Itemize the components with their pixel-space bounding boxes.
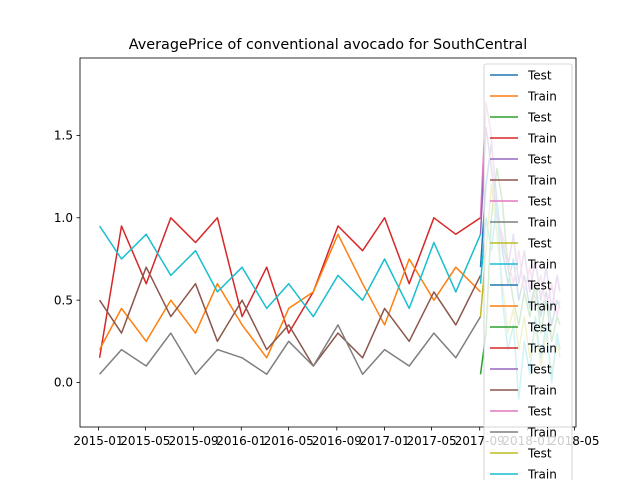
legend-label: Train	[527, 468, 557, 480]
x-tick-label: 2015-09	[168, 434, 218, 448]
x-tick-label: 2016-05	[264, 434, 314, 448]
x-tick-label: 2015-01	[73, 434, 123, 448]
y-tick-label: 0.5	[54, 293, 73, 307]
legend-label: Train	[527, 384, 557, 398]
legend-label: Train	[527, 258, 557, 272]
series-line-4	[99, 316, 482, 376]
y-tick-label: 0.0	[54, 376, 73, 390]
legend-label: Test	[527, 195, 552, 209]
legend-label: Test	[527, 69, 552, 83]
legend-label: Test	[527, 321, 552, 335]
legend-label: Test	[527, 111, 552, 125]
chart-title: AveragePrice of conventional avocado for…	[129, 37, 527, 53]
series-line-1	[98, 233, 482, 359]
legend-label: Test	[527, 405, 552, 419]
legend-label: Test	[527, 363, 552, 377]
legend-label: Train	[527, 426, 557, 440]
y-tick-label: 1.5	[54, 129, 73, 143]
series-line-2	[98, 225, 482, 318]
legend-box	[483, 63, 573, 480]
x-tick-label: 2017-01	[359, 434, 409, 448]
legend-label: Train	[527, 174, 557, 188]
legend-label: Test	[527, 279, 552, 293]
x-tick-label: 2017-05	[406, 434, 456, 448]
legend: Test Train Test Train Test Train Test Train Test…	[483, 63, 573, 480]
x-tick-label: 2016-01	[216, 434, 266, 448]
legend-label: Test	[527, 153, 552, 167]
x-tick-label: 2015-05	[120, 434, 170, 448]
legend-label: Train	[527, 132, 557, 146]
y-axis: 0.0 0.5 1.0 1.5	[54, 129, 80, 390]
legend-label: Test	[527, 237, 552, 251]
series-line-0	[98, 217, 481, 358]
legend-label: Train	[527, 342, 557, 356]
legend-label: Train	[527, 300, 557, 314]
x-tick-label: 2016-09	[312, 434, 362, 448]
legend-label: Train	[527, 216, 557, 230]
plot-frame	[79, 57, 577, 428]
legend-label: Train	[527, 90, 557, 104]
legend-label: Test	[527, 447, 552, 461]
y-tick-label: 1.0	[54, 211, 73, 225]
series-line-3	[98, 266, 482, 367]
